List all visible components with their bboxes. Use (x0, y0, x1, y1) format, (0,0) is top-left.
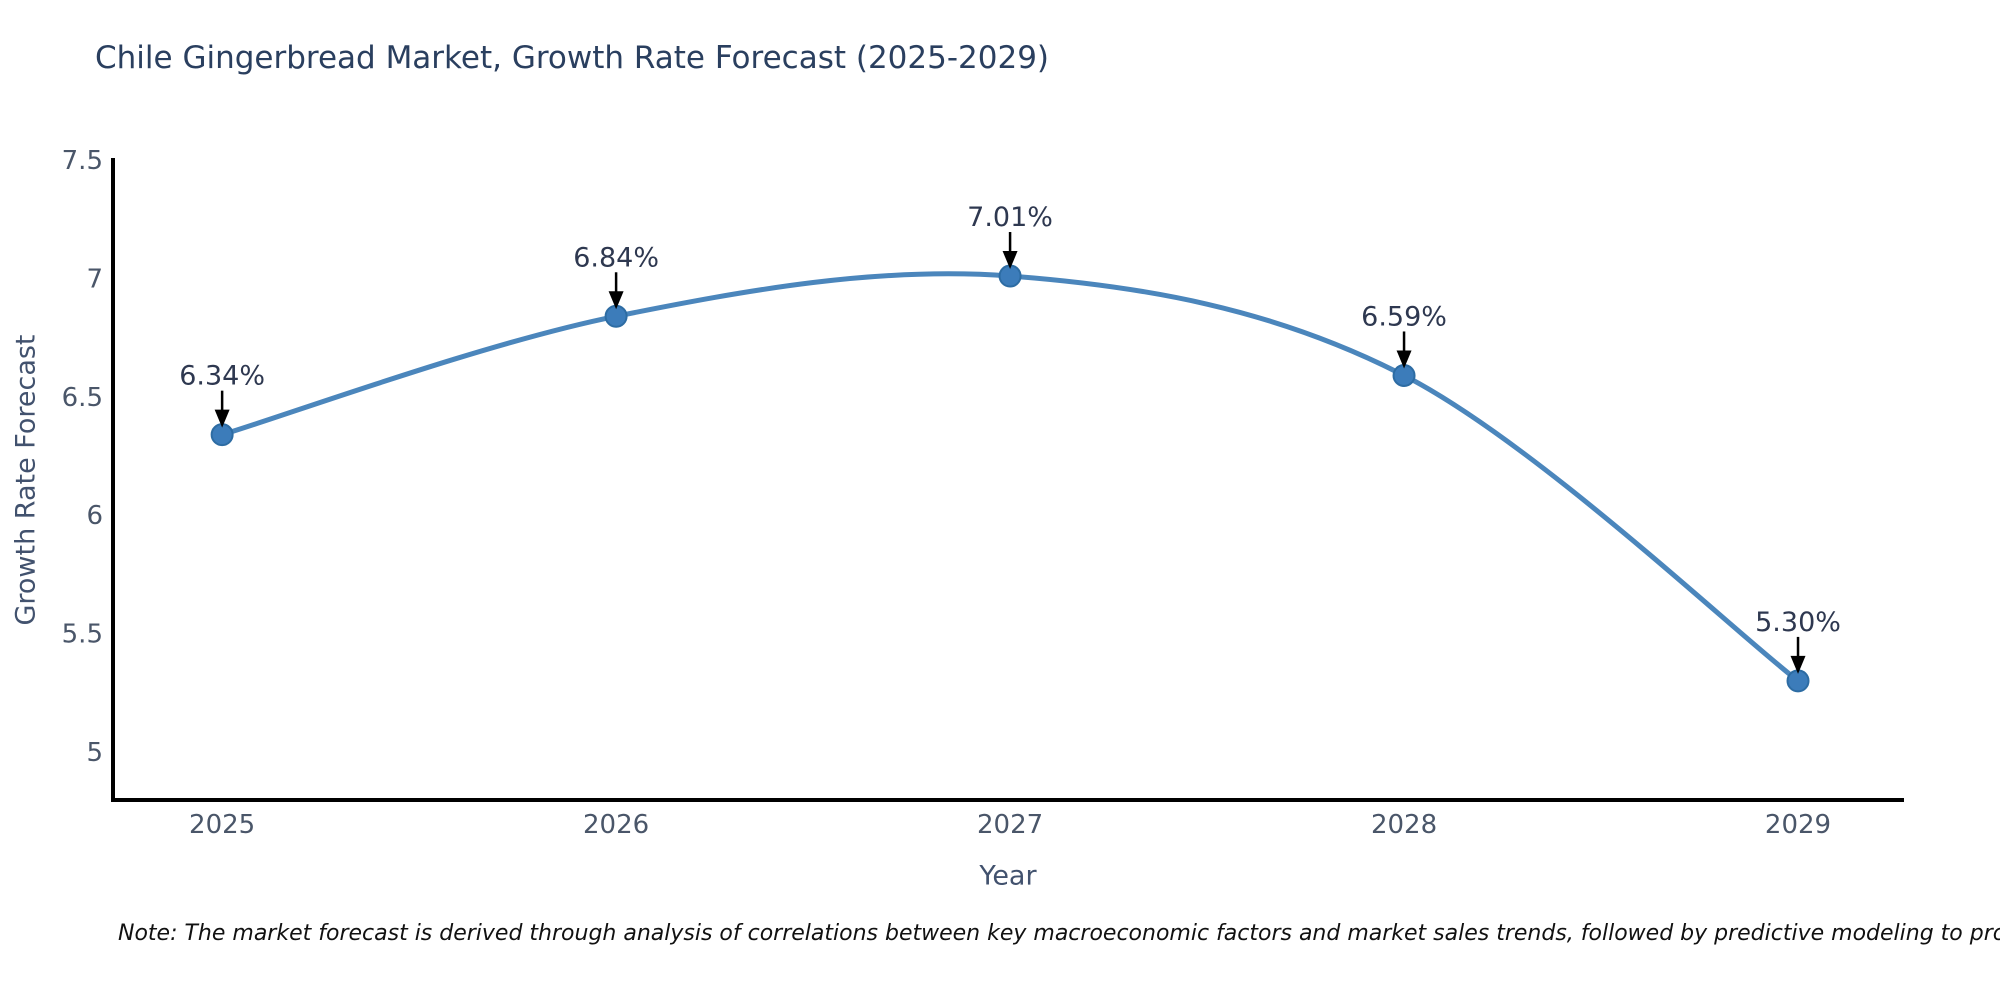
y-axis-tick-label: 6.5 (62, 383, 103, 413)
x-axis-title: Year (979, 860, 1037, 892)
y-axis-tick-label: 5.5 (62, 620, 103, 650)
y-axis-tick-label: 6 (86, 501, 103, 531)
data-point-label: 5.30% (1755, 607, 1841, 638)
x-axis-tick-label: 2028 (1371, 810, 1437, 840)
x-axis-tick-label: 2026 (583, 810, 649, 840)
annotation-arrow-head (1790, 655, 1806, 674)
y-axis-tick-label: 7 (86, 264, 103, 294)
data-point-label: 6.84% (573, 242, 659, 273)
annotation-arrow-head (608, 291, 624, 310)
data-point-label: 7.01% (967, 202, 1053, 233)
chart-title: Chile Gingerbread Market, Growth Rate Fo… (95, 40, 1050, 76)
annotation-arrow-head (1396, 350, 1412, 369)
trend-line (219, 271, 1801, 684)
y-axis-tick-label: 5 (86, 738, 103, 768)
y-axis-tick-label: 7.5 (62, 146, 103, 176)
data-point-label: 6.34% (179, 361, 265, 392)
data-point-label: 6.59% (1361, 301, 1447, 332)
annotation-arrow-head (1002, 251, 1018, 270)
x-axis-tick-label: 2029 (1765, 810, 1831, 840)
footnote: Note: The market forecast is derived thr… (118, 921, 2000, 946)
annotation-arrow-head (214, 409, 230, 428)
x-axis-tick-label: 2027 (977, 810, 1043, 840)
x-axis-tick-label: 2025 (189, 810, 255, 840)
